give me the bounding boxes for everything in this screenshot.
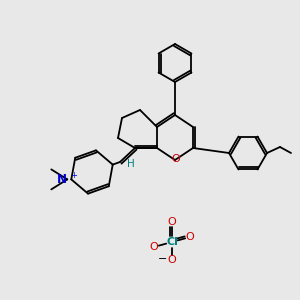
Text: O: O bbox=[172, 154, 180, 164]
Text: −: − bbox=[158, 254, 168, 264]
Text: Cl: Cl bbox=[166, 237, 178, 247]
Text: +: + bbox=[70, 171, 77, 180]
Text: O: O bbox=[168, 255, 176, 265]
Text: H: H bbox=[127, 159, 135, 169]
Text: O: O bbox=[186, 232, 194, 242]
Text: O: O bbox=[150, 242, 158, 252]
Text: N: N bbox=[57, 173, 67, 186]
Text: O: O bbox=[168, 217, 176, 227]
